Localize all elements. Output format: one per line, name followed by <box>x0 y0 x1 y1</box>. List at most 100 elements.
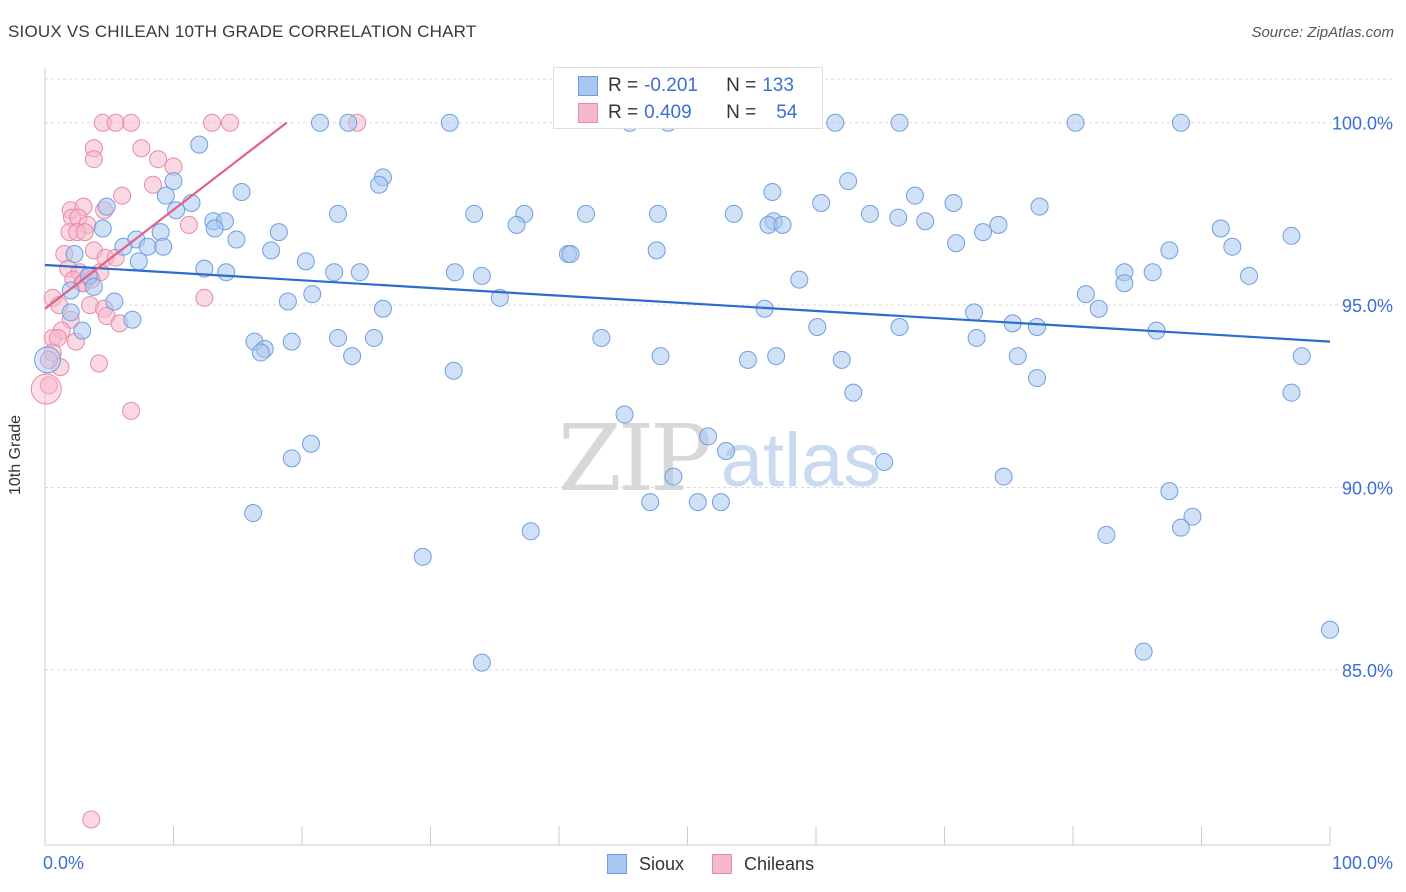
sioux-point <box>1008 347 1027 366</box>
sioux-point <box>1115 274 1134 293</box>
sioux-point <box>151 223 170 242</box>
sioux-point <box>244 504 263 523</box>
sioux-point <box>808 318 827 336</box>
sioux-point <box>328 204 347 223</box>
legend-sioux-swatch <box>607 854 627 874</box>
sioux-point <box>364 328 383 347</box>
sioux-point <box>521 522 540 541</box>
sioux-point <box>303 285 322 304</box>
sioux-point <box>738 350 757 369</box>
sioux-point <box>699 427 718 446</box>
chileans-point <box>113 186 132 205</box>
chileans-point <box>132 139 151 158</box>
sioux-point <box>61 303 80 322</box>
sioux-point <box>278 292 297 311</box>
sioux-point <box>826 113 845 132</box>
sioux-point <box>1134 642 1153 661</box>
stats-row-sioux: R = -0.201 N = 133 <box>578 73 794 99</box>
trend-lines <box>44 121 1331 343</box>
sioux-point <box>561 245 580 264</box>
sioux-point <box>507 215 526 234</box>
sioux-point <box>154 237 173 256</box>
y-tick-labels: 100.0% 95.0% 90.0% 85.0% <box>1332 114 1393 681</box>
watermark-atlas: atlas <box>721 418 882 503</box>
sioux-point <box>1183 507 1202 526</box>
sioux-swatch <box>578 76 598 96</box>
watermark-zip: ZIP <box>558 405 709 512</box>
sioux-point <box>73 321 92 340</box>
sioux-point <box>773 215 792 234</box>
sioux-point <box>1282 226 1301 245</box>
chileans-point <box>122 401 141 420</box>
chileans-point <box>39 376 58 395</box>
sioux-r-value: -0.201 <box>644 75 698 96</box>
sioux-point <box>339 113 358 132</box>
chileans-r-label: R = <box>608 102 639 123</box>
legend-sioux-label: Sioux <box>639 853 685 874</box>
sioux-point <box>465 204 484 223</box>
sioux-point <box>839 172 858 191</box>
sioux-point <box>648 204 667 223</box>
sioux-point <box>1066 113 1085 132</box>
sioux-point <box>967 328 986 347</box>
sioux-point <box>1171 113 1190 132</box>
series-sioux <box>34 113 1339 672</box>
sioux-point <box>269 223 288 242</box>
watermark: ZIP atlas <box>558 405 881 512</box>
sioux-point <box>767 347 786 366</box>
sioux-point <box>1030 197 1049 216</box>
chileans-point <box>149 150 168 169</box>
sioux-point <box>717 442 736 461</box>
stats-box: R = -0.201 N = 133 R = 0.409 N = 54 <box>553 67 823 129</box>
sioux-point <box>373 299 392 318</box>
sioux-point <box>1089 299 1108 318</box>
legend: Sioux Chileans <box>607 852 842 876</box>
chileans-trend-line <box>44 121 288 310</box>
sioux-point <box>282 449 301 468</box>
chileans-n-value: 54 <box>776 102 798 123</box>
chileans-r-value: 0.409 <box>644 102 692 123</box>
sioux-trend-line <box>44 263 1331 343</box>
sioux-n-value: 133 <box>762 75 794 96</box>
chart-title: SIOUX VS CHILEAN 10TH GRADE CORRELATION … <box>8 22 477 41</box>
chileans-point-large <box>30 373 62 405</box>
sioux-point <box>1097 525 1116 544</box>
sioux-point <box>875 452 894 471</box>
chileans-point <box>89 354 108 373</box>
legend-item-chileans[interactable]: Chileans <box>712 854 814 875</box>
sioux-point <box>1321 620 1339 639</box>
chileans-swatch <box>578 103 598 123</box>
sioux-point <box>651 347 670 366</box>
sioux-point <box>592 328 611 347</box>
sioux-point <box>205 219 224 238</box>
chileans-point <box>106 113 125 132</box>
sioux-point <box>123 310 142 329</box>
sioux-point <box>688 493 707 512</box>
x-tick-labels: 0.0% 100.0% <box>43 853 1393 873</box>
sioux-point <box>164 172 183 191</box>
legend-item-sioux[interactable]: Sioux <box>607 854 684 875</box>
sioux-point <box>227 230 246 249</box>
chileans-point <box>221 113 240 132</box>
series-chileans <box>30 113 367 829</box>
sioux-point <box>763 183 782 202</box>
sioux-point <box>812 193 831 212</box>
sioux-point <box>105 292 124 311</box>
sioux-point <box>301 434 320 453</box>
sioux-point <box>490 288 509 307</box>
sioux-point <box>576 204 595 223</box>
sioux-point <box>711 493 730 512</box>
x-tick-label: 100.0% <box>1332 853 1393 873</box>
sioux-point <box>664 467 683 486</box>
sioux-point <box>1028 369 1047 388</box>
chileans-point <box>75 223 94 242</box>
chileans-point <box>84 150 103 169</box>
sioux-point <box>217 263 236 282</box>
sioux-point <box>724 204 743 223</box>
chileans-n-label: N = <box>726 102 757 123</box>
sioux-point <box>860 204 879 223</box>
sioux-point <box>1160 482 1179 501</box>
sioux-point <box>350 263 369 282</box>
sioux-point <box>1143 263 1162 282</box>
